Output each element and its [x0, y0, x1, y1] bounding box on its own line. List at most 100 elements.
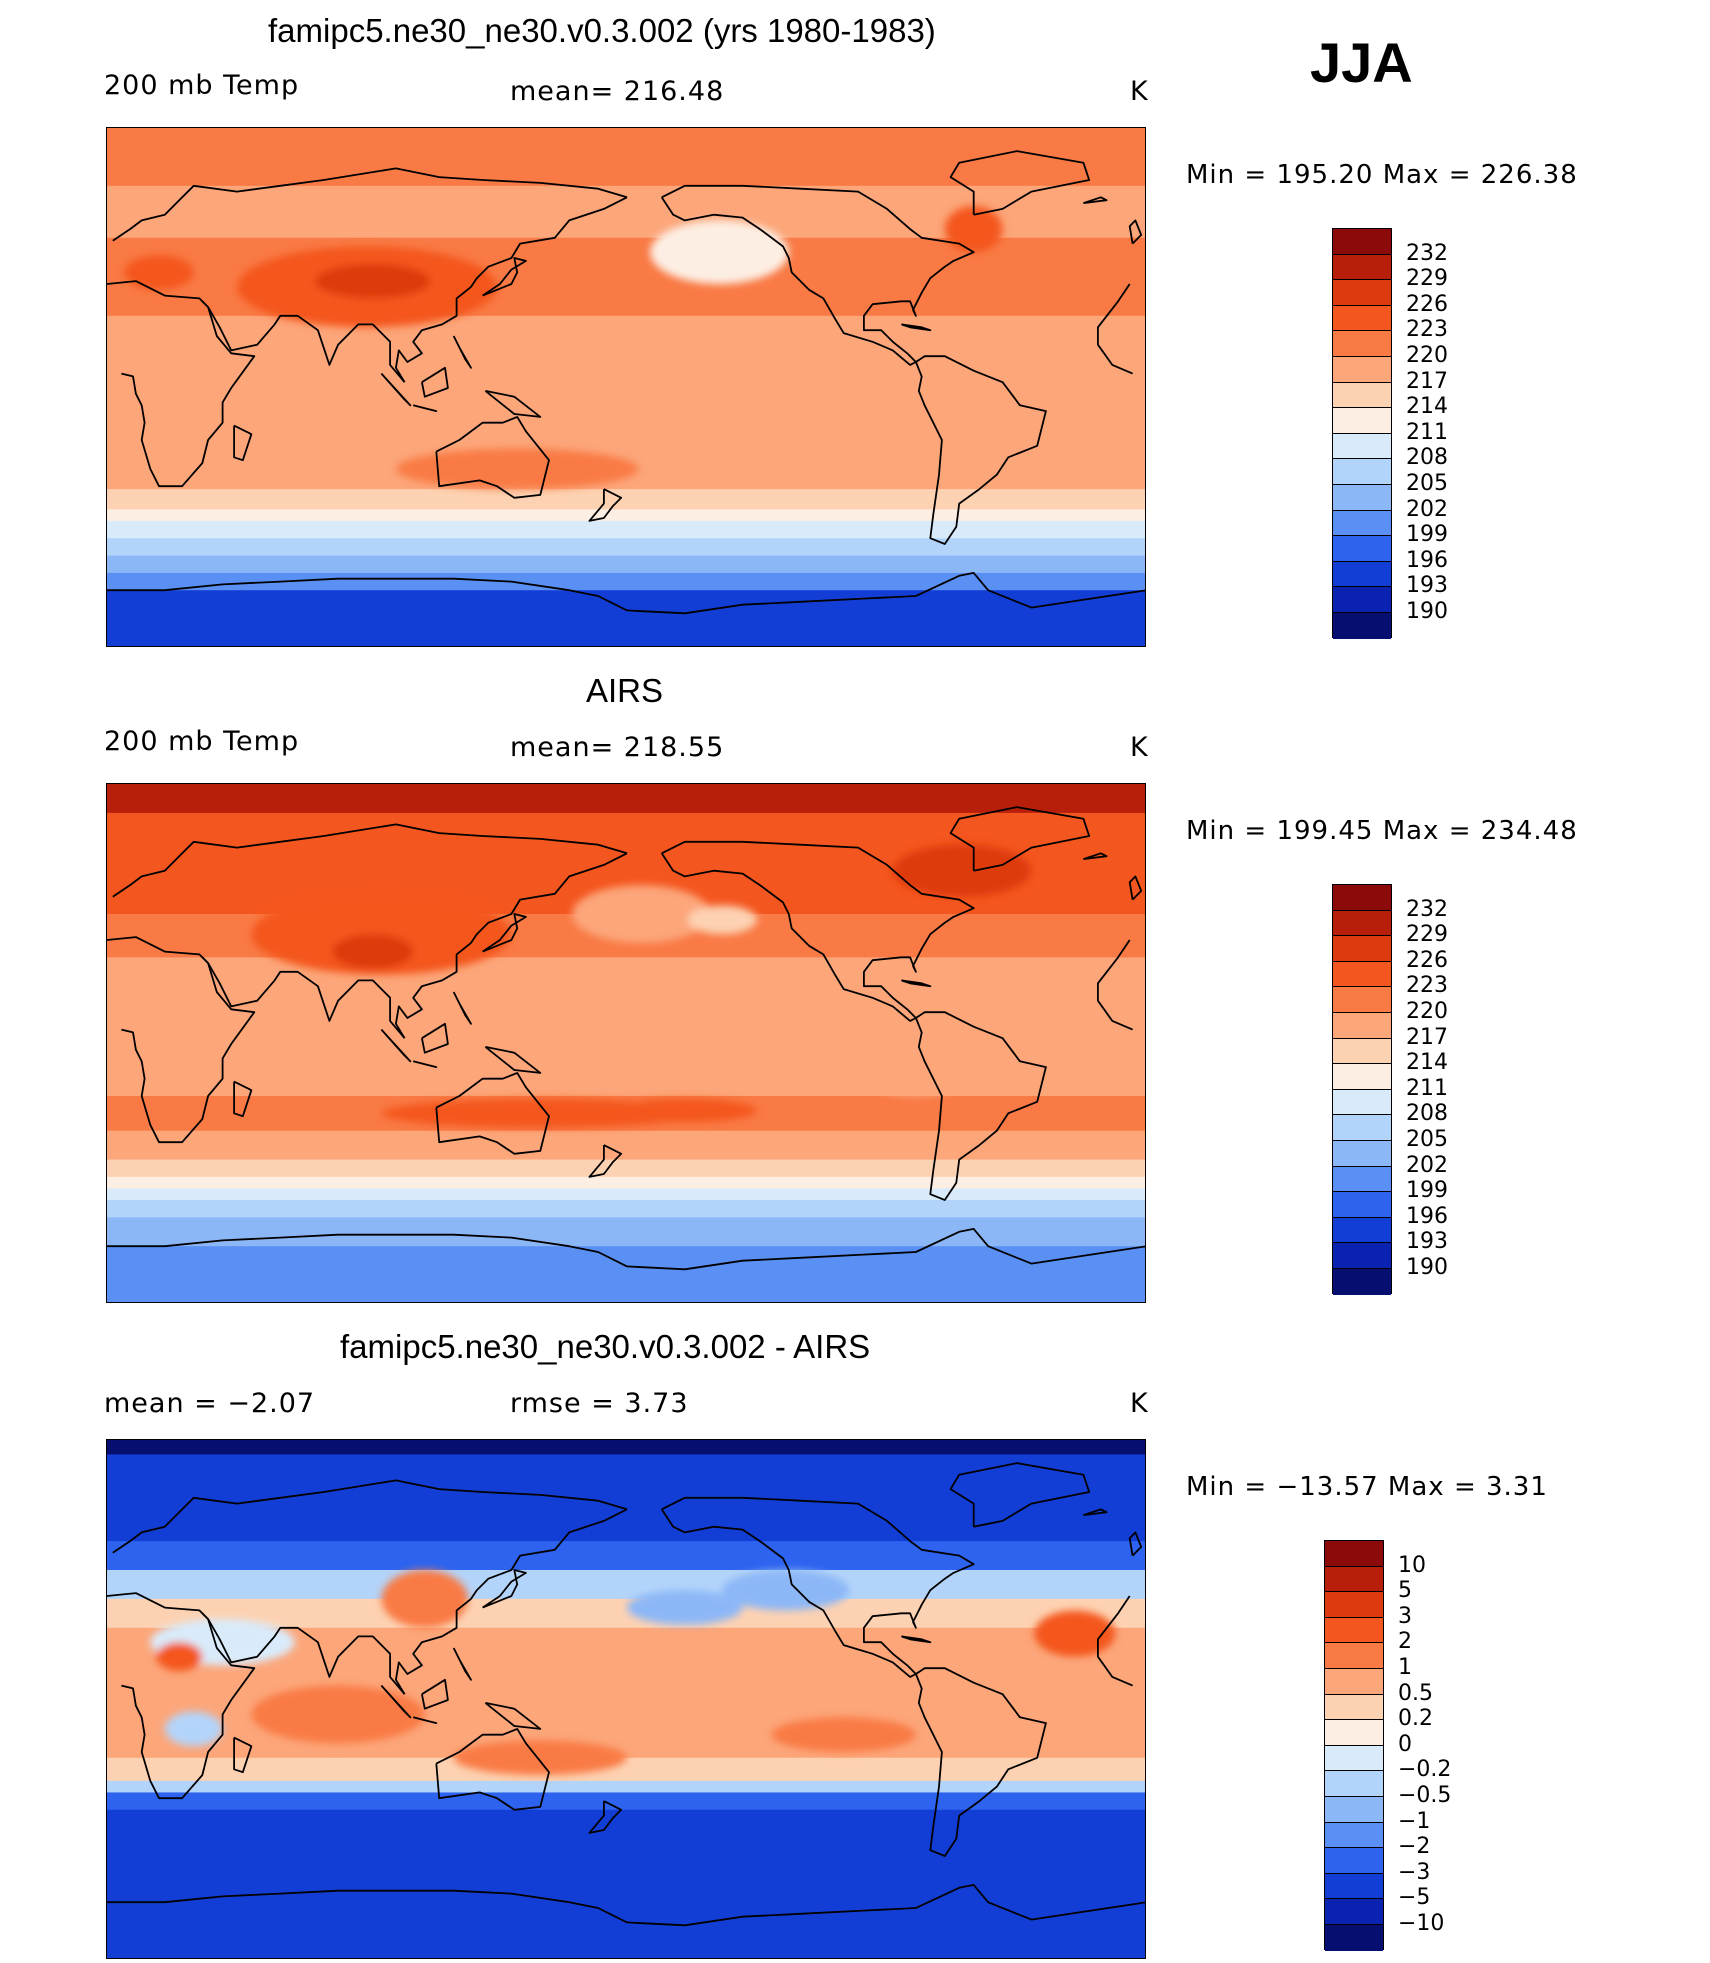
coastline [1097, 283, 1133, 375]
coastline [1083, 196, 1108, 204]
colorbar-swatch [1333, 229, 1391, 255]
coastline [435, 1071, 550, 1155]
map-canvas [107, 1440, 1145, 1958]
colorbar-tick-label: 214 [1406, 394, 1448, 420]
colorbar-swatch [1325, 1899, 1383, 1925]
coastline [107, 936, 256, 1144]
contour-features [251, 844, 1032, 1128]
coastline [660, 840, 975, 1022]
coastlines [107, 1462, 1145, 1927]
colorbar-tick-label: −2 [1398, 1834, 1431, 1860]
contour-region [124, 255, 194, 290]
colorbar-tick-label: 220 [1406, 999, 1448, 1024]
panel-2-title: AIRS [586, 672, 664, 709]
coastline [412, 1060, 438, 1069]
coastline [915, 1011, 1047, 1201]
coastline [412, 404, 438, 413]
contour-features [124, 206, 1003, 490]
colorbar-tick-label: 208 [1406, 1101, 1448, 1127]
coastline [915, 355, 1047, 545]
colorbar-tick-label: 190 [1406, 599, 1448, 624]
coastline [660, 1496, 975, 1678]
colorbar-tick-label: 205 [1406, 1127, 1448, 1152]
map-canvas [107, 784, 1145, 1302]
panel-3-title: famipc5.ne30_ne30.v0.3.002 - AIRS [340, 1328, 871, 1365]
coastline [112, 823, 628, 898]
contour-region [612, 1098, 757, 1122]
coastline [901, 979, 932, 988]
contour-region [381, 1570, 469, 1628]
colorbar-swatch [1325, 1925, 1383, 1951]
colorbar-swatch [1333, 433, 1391, 460]
colorbar-swatch [1325, 1592, 1383, 1618]
coastline [435, 415, 550, 499]
colorbar-swatch [1325, 1771, 1383, 1797]
colorbar-tick-label: 226 [1406, 291, 1448, 317]
coastlines [107, 150, 1145, 615]
contour-band [107, 128, 1145, 187]
colorbar-swatch [1325, 1873, 1383, 1900]
panel-1-map [106, 127, 1146, 647]
colorbar-tick-label: 232 [1406, 896, 1448, 922]
colorbar-tick-label: −5 [1398, 1885, 1431, 1911]
panel-1-variable-label: 200 mb Temp [104, 70, 300, 101]
colorbar-swatch [1333, 1115, 1391, 1141]
colorbar-swatch [1333, 1064, 1391, 1090]
colorbar-swatch [1333, 961, 1391, 988]
colorbar-tick-label: 229 [1406, 922, 1448, 948]
coastline [588, 1800, 623, 1834]
coastline [949, 806, 1091, 872]
panel-2-mean-label: mean= 218.55 [510, 732, 725, 763]
coastline [1083, 1508, 1108, 1516]
coastline [201, 1612, 406, 1695]
panel-1-min-max: Min = 195.20 Max = 226.38 [1186, 160, 1578, 190]
contour-band [107, 1809, 1145, 1845]
coastline [412, 1716, 438, 1725]
colorbar-tick-label: 208 [1406, 445, 1448, 471]
coastline [1128, 875, 1143, 901]
coastline [394, 852, 628, 1039]
contour-band [107, 538, 1145, 557]
contour-band [107, 1058, 1145, 1097]
contour-band [107, 1246, 1145, 1302]
colorbar-tick-label: 0 [1398, 1731, 1412, 1757]
contour-band [107, 1844, 1145, 1958]
coastline [1128, 1531, 1143, 1557]
coastline [484, 1046, 542, 1074]
coastline [380, 1028, 412, 1063]
coastlines [107, 806, 1145, 1271]
colorbar-swatch [1333, 1166, 1391, 1193]
colorbar-swatch [1333, 254, 1391, 281]
coastline [901, 323, 932, 332]
colorbar-swatch [1325, 1617, 1383, 1644]
colorbar-swatches [1324, 1540, 1384, 1951]
contour-band [107, 784, 1145, 814]
panel-2-min-max: Min = 199.45 Max = 234.48 [1186, 816, 1578, 846]
colorbar-tick-label: 193 [1406, 1229, 1448, 1255]
coastline [107, 1227, 1145, 1271]
contour-band [107, 489, 1145, 510]
season-label: JJA [1310, 31, 1413, 94]
contour-band [107, 1130, 1145, 1161]
colorbar-tick-label: 3 [1398, 1603, 1412, 1629]
contour-region [858, 1049, 974, 1096]
colorbar-tick-label: 217 [1406, 368, 1448, 394]
coastline [484, 390, 542, 418]
panel-2-variable-label: 200 mb Temp [104, 726, 300, 757]
contour-band [107, 1159, 1145, 1178]
colorbar-swatch [1333, 613, 1391, 639]
coastline [901, 1635, 932, 1644]
coastline [1128, 219, 1143, 245]
contour-band [107, 1454, 1145, 1484]
contour-band [107, 1176, 1145, 1189]
colorbar-swatch [1325, 1822, 1383, 1849]
contour-band [107, 1483, 1145, 1542]
colorbar-tick-label: 1 [1398, 1655, 1412, 1680]
contour-region [1017, 1665, 1104, 1706]
coastline [949, 150, 1091, 216]
contour-region [572, 885, 711, 943]
colorbar-tick-label: 202 [1406, 496, 1448, 522]
contour-band [107, 509, 1145, 522]
contour-band [107, 1188, 1145, 1201]
colorbar-swatch [1325, 1797, 1383, 1823]
